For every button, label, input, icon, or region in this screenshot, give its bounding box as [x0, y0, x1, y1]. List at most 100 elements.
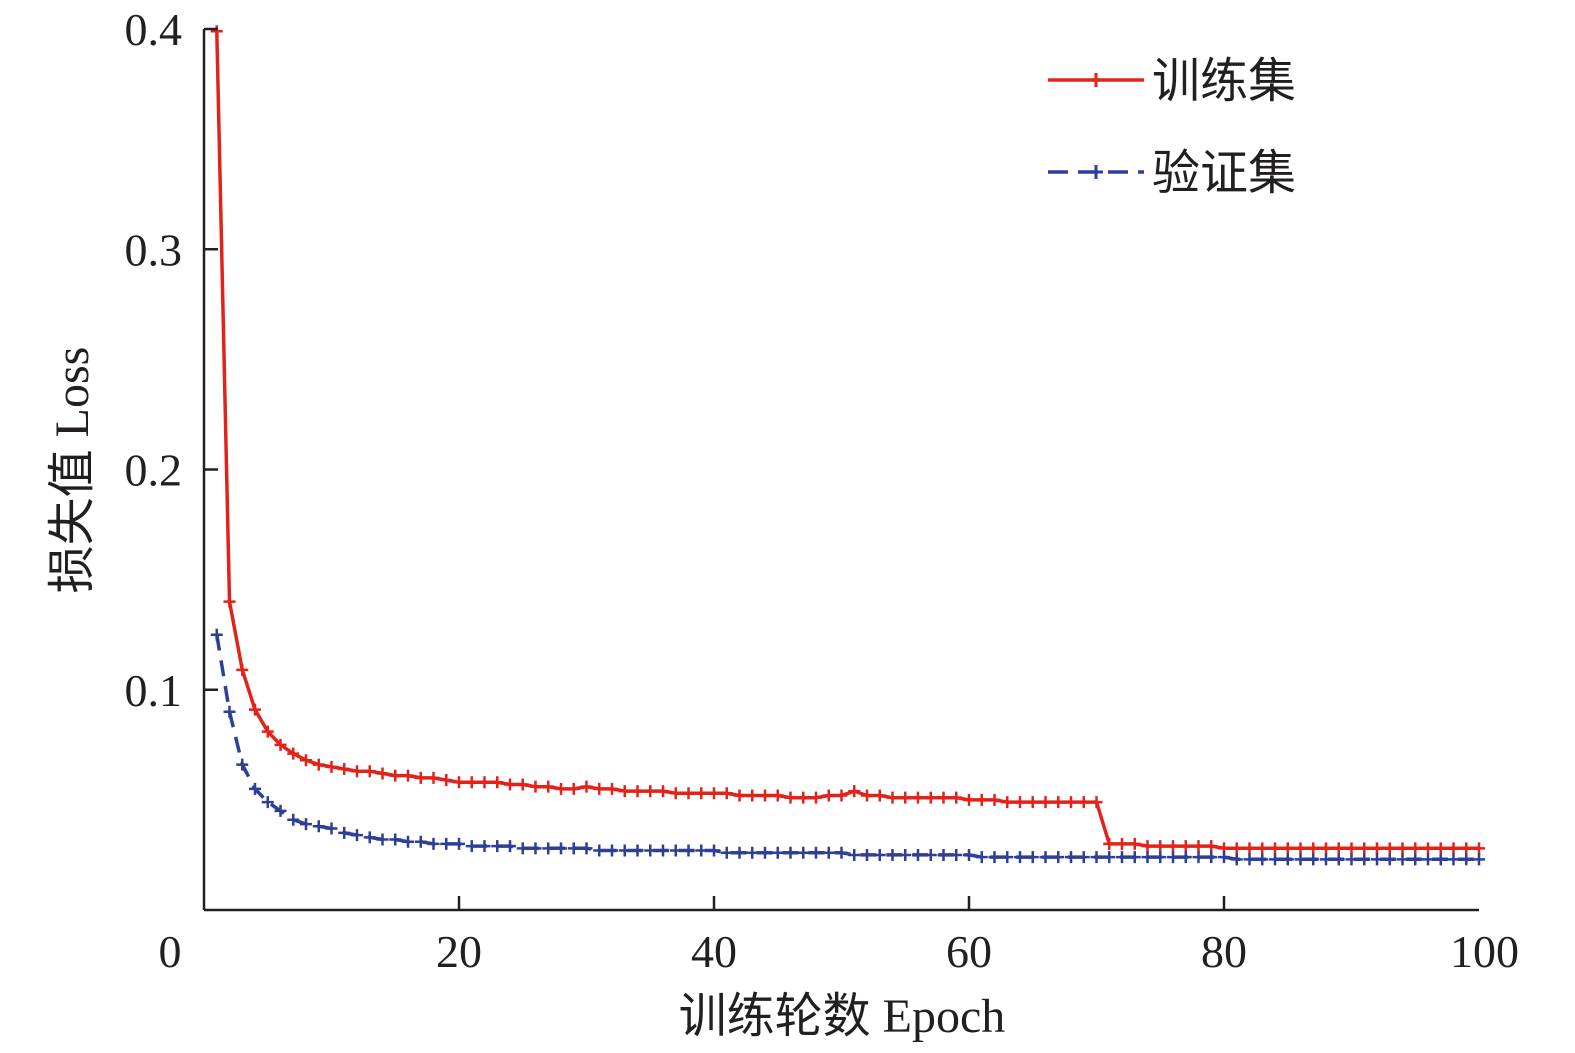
data-point — [797, 791, 810, 804]
data-point — [478, 840, 491, 853]
data-point — [1422, 853, 1434, 866]
data-point — [1192, 840, 1205, 853]
data-point — [657, 785, 669, 798]
data-point — [975, 793, 988, 806]
data-point — [1026, 796, 1039, 809]
data-point — [363, 831, 376, 844]
data-point — [1409, 853, 1422, 866]
data-point — [1039, 796, 1052, 809]
data-point — [1320, 842, 1332, 855]
data-point — [1434, 842, 1447, 855]
data-point — [1294, 853, 1307, 866]
data-point — [1090, 851, 1103, 864]
data-point — [1473, 853, 1485, 866]
data-point — [822, 846, 835, 859]
data-point — [720, 846, 733, 859]
x-tick-label: 40 — [691, 926, 737, 977]
data-point — [491, 840, 504, 853]
data-point — [631, 785, 644, 798]
data-point — [1154, 851, 1167, 864]
data-point — [759, 789, 771, 802]
data-point — [1396, 853, 1409, 866]
data-point — [376, 833, 389, 846]
data-point — [733, 789, 746, 802]
data-point — [1383, 842, 1396, 855]
data-point — [937, 848, 950, 861]
data-point — [771, 789, 784, 802]
data-point — [325, 822, 338, 835]
series-layer — [210, 25, 1485, 866]
data-point — [1294, 842, 1307, 855]
data-point — [682, 844, 695, 857]
data-point — [414, 771, 427, 784]
data-point — [1052, 851, 1065, 864]
data-point — [529, 780, 542, 793]
data-point — [1345, 853, 1358, 866]
data-point — [236, 663, 249, 676]
data-point — [1460, 853, 1473, 866]
data-point — [1065, 851, 1077, 864]
data-point — [1332, 842, 1345, 855]
data-point — [1345, 842, 1358, 855]
data-point — [516, 842, 529, 855]
y-axis-title: 损失值 Loss — [46, 347, 99, 594]
data-point — [427, 837, 440, 850]
data-point — [567, 782, 580, 795]
data-point — [963, 793, 975, 806]
data-point — [1320, 853, 1332, 866]
data-point — [835, 789, 848, 802]
data-point — [1052, 796, 1065, 809]
data-point — [1269, 842, 1281, 855]
data-point — [1473, 842, 1485, 855]
data-point — [1371, 853, 1383, 866]
data-point — [338, 826, 351, 839]
data-point — [261, 796, 274, 809]
data-point — [1014, 796, 1026, 809]
data-point — [1141, 851, 1154, 864]
data-point — [402, 835, 414, 848]
data-point — [274, 804, 287, 817]
data-point — [1090, 796, 1103, 809]
data-point — [618, 844, 631, 857]
data-point — [1116, 851, 1128, 864]
series-line-2 — [215, 634, 1479, 862]
data-point — [351, 829, 363, 842]
data-point — [1128, 837, 1141, 850]
data-point — [453, 776, 465, 789]
data-point — [963, 848, 975, 861]
data-point — [1422, 842, 1434, 855]
x-axis-title: 训练轮数 Epoch — [679, 990, 1006, 1043]
data-point — [593, 782, 606, 795]
data-point — [1409, 842, 1422, 855]
data-point — [886, 791, 899, 804]
x-tick-label: 20 — [436, 926, 482, 977]
data-point — [223, 595, 236, 608]
data-point — [975, 851, 988, 864]
data-point — [376, 767, 389, 780]
legend-label-1: 训练集 — [1152, 55, 1296, 108]
data-point — [631, 844, 644, 857]
data-point — [1358, 842, 1371, 855]
data-point — [312, 758, 325, 771]
data-point — [1077, 796, 1090, 809]
data-point — [287, 747, 300, 760]
x-tick-label: 0 — [159, 926, 182, 977]
data-point — [1230, 842, 1243, 855]
data-point — [529, 842, 542, 855]
data-point — [465, 776, 478, 789]
data-point — [937, 791, 950, 804]
data-point — [274, 738, 287, 751]
data-point — [504, 778, 516, 791]
data-point — [249, 782, 261, 795]
data-point — [1307, 842, 1320, 855]
data-point — [580, 780, 593, 793]
legend-marker — [1089, 73, 1103, 87]
y-tick-label: 0.3 — [125, 224, 183, 275]
data-point — [593, 844, 606, 857]
data-point — [1001, 851, 1014, 864]
data-point — [886, 848, 899, 861]
data-point — [427, 771, 440, 784]
data-point — [1205, 851, 1218, 864]
